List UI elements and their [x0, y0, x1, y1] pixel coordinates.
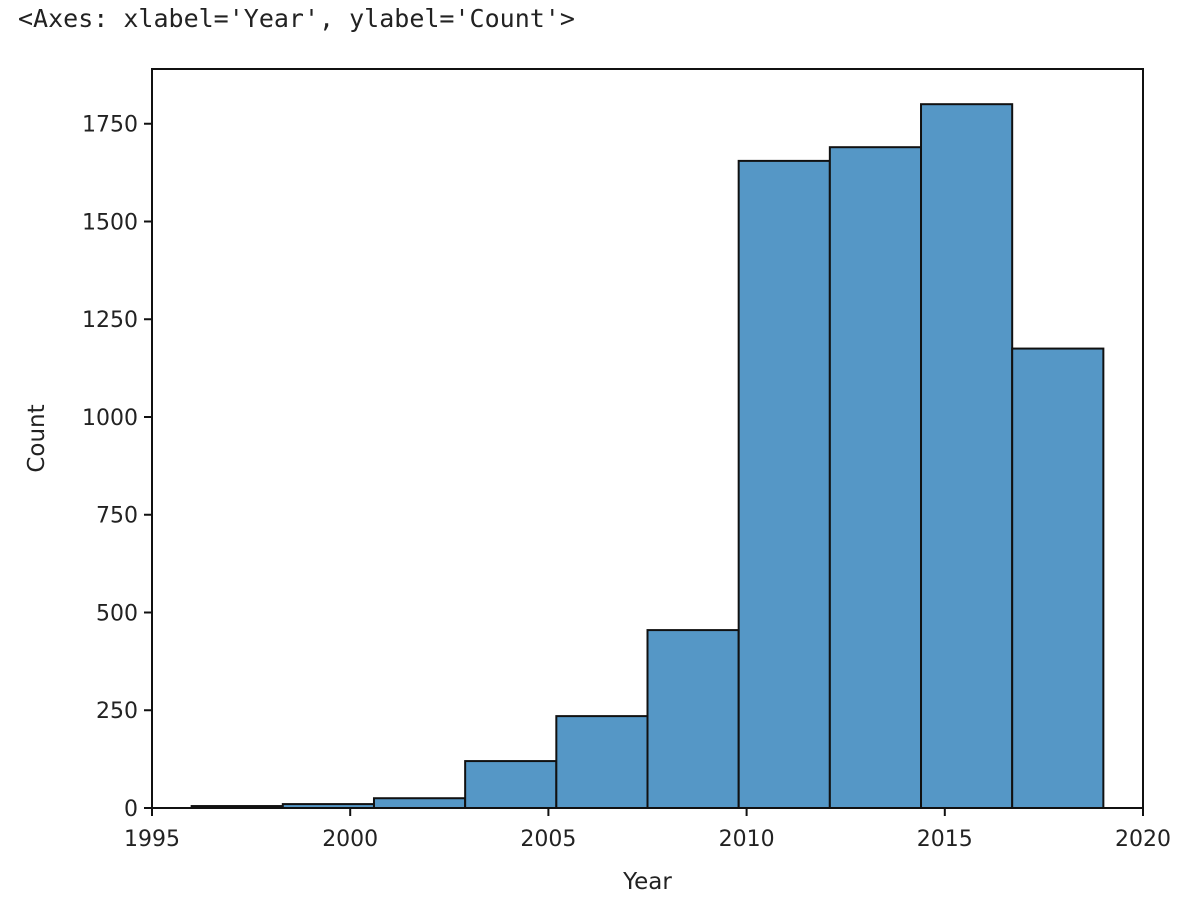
- histogram-bar-9: [1011, 347, 1105, 809]
- output-repr-text: <Axes: xlabel='Year', ylabel='Count'>: [18, 4, 575, 33]
- x-tick-label-0: 1995: [124, 827, 180, 852]
- histogram-bar-2: [372, 797, 467, 809]
- x-ticks-group: 1995 2000 2005 2010 2015 2020: [124, 808, 1171, 852]
- histogram-bar-6: [737, 159, 831, 810]
- axes-frame: [151, 68, 1144, 809]
- histogram-bar-8: [920, 103, 1014, 809]
- y-tick-label-0: 0: [124, 797, 138, 822]
- x-tick-label-5: 2020: [1115, 827, 1171, 852]
- x-tick-label-1: 2000: [322, 827, 378, 852]
- y-axis-label: Count: [24, 404, 50, 472]
- y-tick-label-7: 1750: [82, 113, 138, 138]
- y-tick-label-6: 1500: [82, 210, 138, 235]
- y-tick-label-3: 750: [96, 504, 138, 529]
- histogram-bar-4: [555, 715, 649, 810]
- x-axis-label: Year: [622, 869, 672, 895]
- y-tick-label-1: 250: [96, 699, 138, 724]
- y-ticks-group: 0 250 500 750 1000 1250 1500 1750: [82, 113, 152, 822]
- x-tick-label-2: 2005: [520, 827, 576, 852]
- x-tick-label-4: 2015: [917, 827, 973, 852]
- histogram-bar-3: [464, 760, 558, 809]
- y-tick-label-5: 1250: [82, 308, 138, 333]
- y-tick-label-2: 500: [96, 601, 138, 626]
- bars-group: [190, 103, 1105, 810]
- x-tick-label-3: 2010: [719, 827, 775, 852]
- histogram-bar-7: [828, 146, 923, 810]
- histogram-bar-5: [646, 629, 740, 809]
- y-tick-label-4: 1000: [82, 406, 138, 431]
